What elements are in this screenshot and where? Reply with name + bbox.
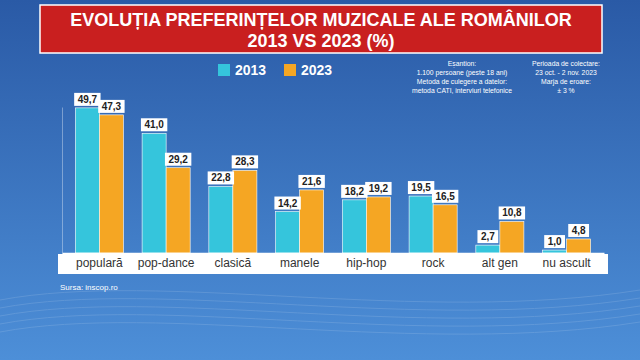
y-axis xyxy=(62,108,64,254)
data-label: 19,2 xyxy=(369,183,389,194)
data-label: 4,8 xyxy=(572,225,586,236)
x-tick: pop-dance xyxy=(138,253,195,270)
data-label: 49,7 xyxy=(78,94,98,105)
subtitle: 2013 VS 2023 (%) xyxy=(247,31,394,51)
bar xyxy=(433,205,457,253)
x-axis: populară pop-dance clasică manele hip-hop roc… xyxy=(63,253,605,270)
title-banner xyxy=(40,5,602,53)
bar xyxy=(276,212,300,253)
bar xyxy=(500,221,524,253)
note: metoda CATI, interviuri telefonice xyxy=(412,87,512,94)
bar-series xyxy=(99,115,590,253)
x-tick: hip-hop xyxy=(346,253,386,270)
x-tick: nu ascult xyxy=(543,253,592,270)
legend: 2013 2023 xyxy=(218,62,332,78)
x-tick: populară xyxy=(76,253,123,270)
data-label-box xyxy=(341,185,367,198)
x-tick: manele xyxy=(280,253,320,270)
data-label-box xyxy=(432,190,458,203)
data-label: 1,0 xyxy=(548,236,562,247)
data-label: 47,3 xyxy=(102,101,122,112)
data-label-box xyxy=(74,93,100,106)
note: Eșantion: xyxy=(448,60,476,68)
data-label-box xyxy=(141,118,167,131)
x-tick-label: hip-hop xyxy=(346,256,386,270)
source: Sursa: inscop.ro xyxy=(60,283,118,292)
y-axis-line xyxy=(62,108,63,254)
x-tick-label: populară xyxy=(76,256,123,270)
category-band xyxy=(58,254,608,274)
data-label-box xyxy=(208,171,234,184)
data-label-box xyxy=(365,182,391,195)
note: Perioada de colectare: xyxy=(532,60,600,67)
note: Metoda de culegere a datelor: xyxy=(417,78,507,86)
title: EVOLUȚIA PREFERINȚELOR MUZICALE ALE ROMÂ… xyxy=(70,9,572,30)
data-label-box xyxy=(477,230,498,243)
data-label: 14,2 xyxy=(278,198,298,209)
x-tick-label: clasică xyxy=(215,256,252,270)
data-label: 16,5 xyxy=(435,191,455,202)
bar-series xyxy=(75,108,566,253)
background xyxy=(0,0,640,360)
staff-line xyxy=(0,298,640,310)
data-label: 41,0 xyxy=(144,119,164,130)
data-label-box xyxy=(568,224,589,237)
x-tick-label: alt gen xyxy=(482,256,518,270)
staff-line xyxy=(0,314,640,326)
data-label: 18,2 xyxy=(345,186,365,197)
data-label: 10,8 xyxy=(502,207,522,218)
data-label-box xyxy=(232,155,258,168)
data-label-box xyxy=(165,153,191,166)
data-label-box xyxy=(544,235,565,248)
x-tick-label: manele xyxy=(280,256,320,270)
bar xyxy=(233,170,257,253)
data-label: 21,6 xyxy=(302,176,322,187)
data-label-box xyxy=(408,181,434,194)
decoration xyxy=(0,290,640,334)
bar xyxy=(567,239,591,253)
bar xyxy=(166,168,190,253)
x-tick: rock xyxy=(422,253,446,270)
legend-swatch xyxy=(284,64,296,76)
data-label-box xyxy=(274,197,300,210)
x-tick-label: rock xyxy=(422,256,446,270)
data-label-box xyxy=(298,175,324,188)
data-labels: 49,7 41,0 22,8 14,2 18,2 19,5 2,7 1,0 47,3 29,2 28… xyxy=(74,93,589,248)
bar xyxy=(476,245,500,253)
data-label-box xyxy=(499,206,525,219)
bar xyxy=(209,186,233,253)
x-tick: alt gen xyxy=(482,253,518,270)
data-label: 22,8 xyxy=(211,172,231,183)
bar xyxy=(543,250,567,253)
x-axis-line xyxy=(63,253,605,255)
bar xyxy=(409,196,433,253)
bars xyxy=(75,108,590,253)
x-tick: clasică xyxy=(215,253,252,270)
bar xyxy=(75,108,99,253)
note: Marja de eroare: xyxy=(541,78,591,86)
note: ± 3 % xyxy=(557,87,574,94)
data-label-box xyxy=(98,100,124,113)
data-label: 28,3 xyxy=(235,156,255,167)
bar xyxy=(142,133,166,253)
data-label: 19,5 xyxy=(411,182,431,193)
x-tick-label: nu ascult xyxy=(543,256,592,270)
bar xyxy=(342,200,366,253)
bar xyxy=(366,197,390,253)
data-label: 2,7 xyxy=(481,231,495,242)
staff-line xyxy=(0,306,640,318)
data-label: 29,2 xyxy=(168,154,188,165)
chart: EVOLUȚIA PREFERINȚELOR MUZICALE ALE ROMÂ… xyxy=(0,0,640,360)
x-tick-label: pop-dance xyxy=(138,256,195,270)
legend-label: 2023 xyxy=(301,62,332,78)
notes: Eșantion:1.100 persoane (peste 18 ani)Me… xyxy=(412,60,600,94)
bar xyxy=(300,190,324,253)
staff-line xyxy=(0,322,640,334)
note: 23 oct. - 2 nov. 2023 xyxy=(535,69,597,76)
legend-swatch xyxy=(218,64,230,76)
note: 1.100 persoane (peste 18 ani) xyxy=(417,69,508,77)
legend-label: 2013 xyxy=(235,62,266,78)
bar xyxy=(99,115,123,253)
